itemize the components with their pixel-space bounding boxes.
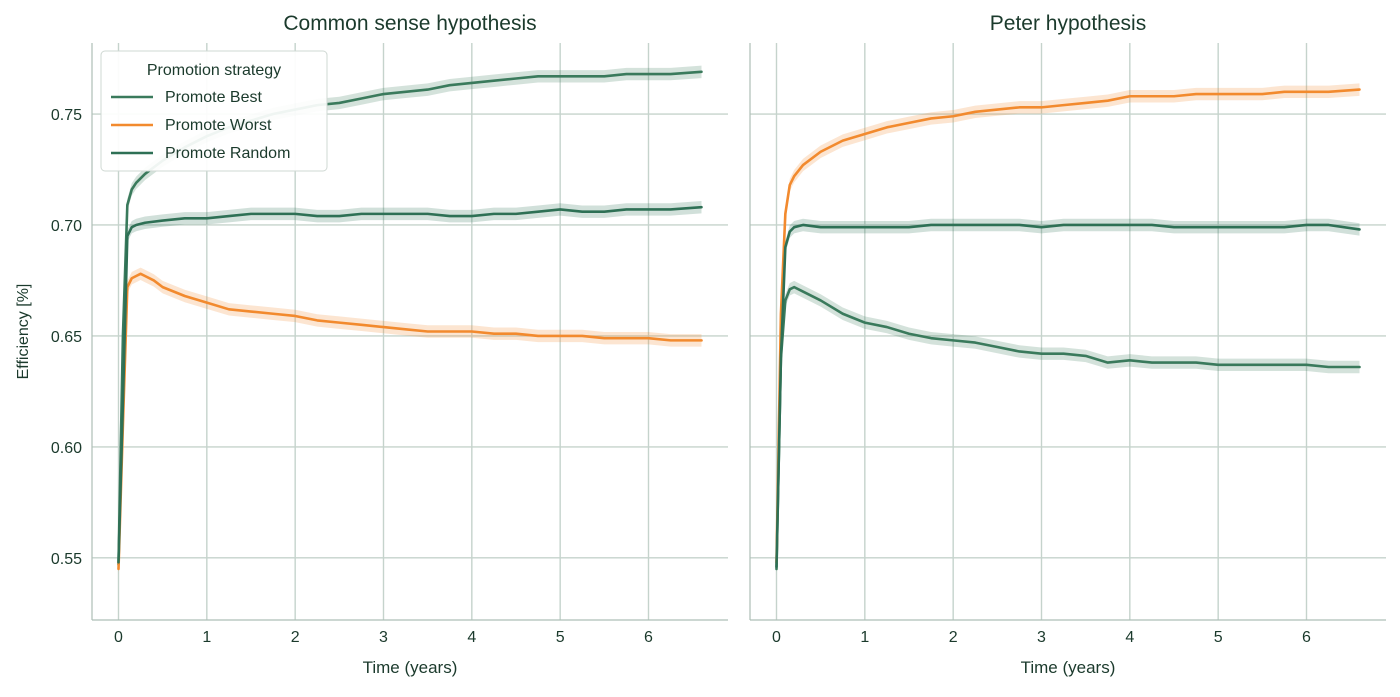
legend-box <box>100 50 328 172</box>
series-line <box>117 70 703 566</box>
series-confidence-band <box>118 267 702 576</box>
x-tick-label: 6 <box>644 629 653 646</box>
x-tick-label: 3 <box>1037 629 1046 646</box>
series-confidence-band <box>776 218 1360 573</box>
legend-title: Promotion strategy <box>147 62 281 79</box>
x-tick-label: 4 <box>1125 629 1134 646</box>
y-tick-label: 0.70 <box>51 218 82 235</box>
x-tick-label: 6 <box>1302 629 1311 646</box>
chart-title: Common sense hypothesis <box>283 12 536 35</box>
y-tick-label: 0.75 <box>51 107 82 124</box>
legend-entry: Promote Random <box>165 145 290 162</box>
series-line <box>775 223 1361 569</box>
series-line <box>775 285 1361 571</box>
right-panel: 0 1 2 3 4 5 6 Peter hypothesis Time (years) <box>749 12 1386 677</box>
x-tick-label: 5 <box>1214 629 1223 646</box>
legend-entry: Promote Worst <box>165 117 272 134</box>
chart-title: Peter hypothesis <box>990 12 1146 35</box>
x-tick-label: 2 <box>291 629 300 646</box>
x-axis-label: Time (years) <box>1021 658 1116 677</box>
series-confidence-band <box>776 280 1360 576</box>
legend-entry: Promote Best <box>165 89 262 106</box>
x-tick-label: 4 <box>467 629 476 646</box>
y-axis-label: Efficiency [%] <box>15 284 32 380</box>
x-tick-label: 1 <box>860 629 869 646</box>
x-tick-label: 5 <box>556 629 565 646</box>
x-tick-label: 0 <box>114 629 123 646</box>
x-tick-label: 2 <box>949 629 958 646</box>
legend: Promotion strategy Promote Best Promote Wo… <box>100 50 328 172</box>
series-confidence-band <box>118 201 702 569</box>
x-tick-label: 1 <box>202 629 211 646</box>
series-line <box>117 205 703 564</box>
series-line <box>117 272 703 571</box>
y-tick-label: 0.65 <box>51 329 82 346</box>
x-tick-label: 3 <box>379 629 388 646</box>
x-tick-label: 0 <box>772 629 781 646</box>
series-line <box>775 88 1361 564</box>
x-axis-label: Time (years) <box>363 658 458 677</box>
y-tick-label: 0.55 <box>51 551 82 568</box>
y-tick-label: 0.60 <box>51 440 82 457</box>
